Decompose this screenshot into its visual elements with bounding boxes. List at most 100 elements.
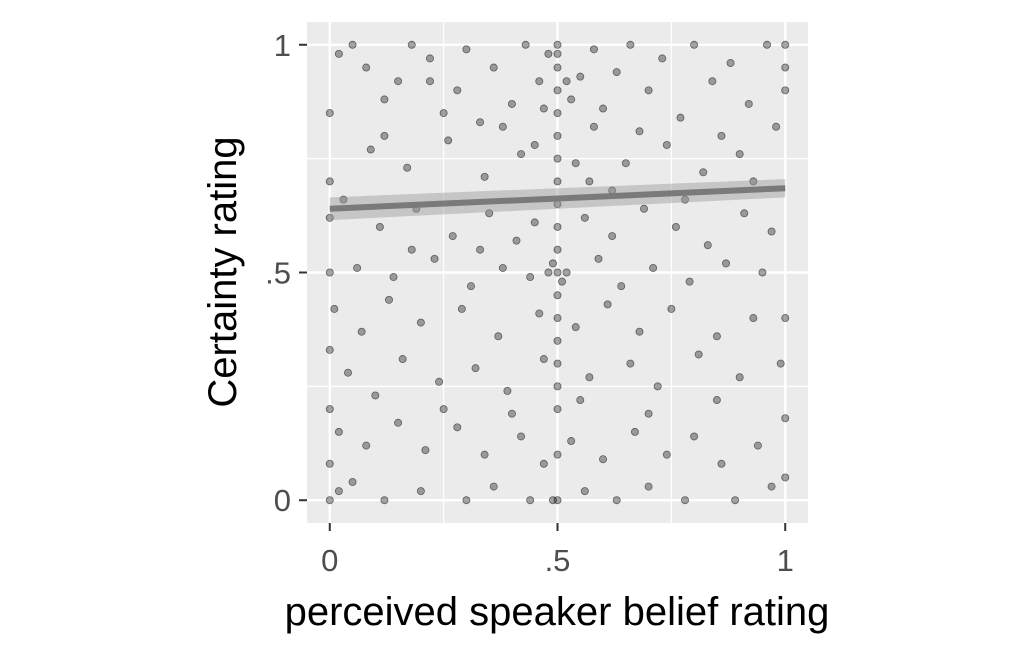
- data-point-30: [553, 359, 562, 368]
- data-point-53: [781, 40, 790, 49]
- data-point-49: [708, 77, 717, 86]
- data-point-44: [626, 40, 635, 49]
- data-point-122: [371, 391, 380, 400]
- data-point-66: [366, 145, 375, 154]
- data-point-54: [781, 63, 790, 72]
- data-point-143: [767, 482, 776, 491]
- data-point-170: [635, 127, 644, 136]
- data-point-137: [662, 450, 671, 459]
- data-point-113: [694, 350, 703, 359]
- data-point-134: [567, 437, 576, 446]
- data-point-114: [653, 382, 662, 391]
- data-point-94: [389, 273, 398, 282]
- data-point-123: [343, 368, 352, 377]
- data-point-18: [553, 86, 562, 95]
- data-point-17: [553, 63, 562, 72]
- data-point-108: [712, 332, 721, 341]
- data-point-176: [539, 104, 548, 113]
- y-tick-label-1: .5: [265, 256, 291, 291]
- data-point-169: [498, 122, 507, 131]
- data-point-145: [681, 496, 690, 505]
- data-point-96: [325, 268, 334, 277]
- data-point-0: [334, 49, 343, 58]
- data-point-100: [416, 318, 425, 327]
- data-point-69: [325, 213, 334, 222]
- data-point-144: [731, 496, 740, 505]
- x-axis-title: perceived speaker belief rating: [285, 590, 830, 634]
- data-point-107: [667, 304, 676, 313]
- data-point-177: [562, 77, 571, 86]
- data-point-48: [690, 40, 699, 49]
- data-point-32: [553, 405, 562, 414]
- data-point-141: [781, 414, 790, 423]
- data-point-93: [430, 254, 439, 263]
- data-point-39: [567, 95, 576, 104]
- data-point-174: [571, 159, 580, 168]
- data-point-98: [357, 327, 366, 336]
- data-point-45: [644, 86, 653, 95]
- data-point-105: [603, 300, 612, 309]
- data-point-50: [726, 58, 735, 67]
- data-point-138: [690, 432, 699, 441]
- y-tick-label-2: 1: [274, 28, 291, 63]
- data-point-71: [375, 222, 384, 231]
- data-point-146: [644, 482, 653, 491]
- data-point-61: [585, 177, 594, 186]
- data-point-115: [626, 359, 635, 368]
- data-point-164: [476, 245, 485, 254]
- data-point-142: [781, 473, 790, 482]
- data-point-38: [562, 268, 571, 277]
- data-point-70: [339, 195, 348, 204]
- data-point-20: [553, 131, 562, 140]
- data-point-167: [749, 177, 758, 186]
- data-point-139: [717, 459, 726, 468]
- data-point-75: [512, 236, 521, 245]
- trend-line: [329, 185, 786, 212]
- data-point-14: [535, 77, 544, 86]
- data-point-127: [362, 441, 371, 450]
- data-point-152: [416, 487, 425, 496]
- data-point-163: [407, 245, 416, 254]
- data-point-148: [580, 487, 589, 496]
- data-point-125: [325, 405, 334, 414]
- data-point-62: [517, 150, 526, 159]
- data-point-79: [640, 204, 649, 213]
- data-point-140: [753, 441, 762, 450]
- data-point-82: [740, 209, 749, 218]
- data-point-90: [526, 273, 535, 282]
- data-point-81: [703, 241, 712, 250]
- x-tick-label-1: .5: [545, 543, 571, 578]
- data-point-131: [480, 450, 489, 459]
- data-point-88: [617, 282, 626, 291]
- data-point-118: [503, 386, 512, 395]
- y-axis-title: Certainty rating: [201, 136, 245, 407]
- data-point-116: [585, 373, 594, 382]
- data-point-162: [712, 396, 721, 405]
- data-point-132: [517, 432, 526, 441]
- data-point-92: [466, 282, 475, 291]
- x-axis-ticks: 0.5 1: [321, 523, 794, 578]
- data-point-119: [471, 364, 480, 373]
- data-point-11: [489, 63, 498, 72]
- data-point-21: [553, 154, 562, 163]
- y-axis-ticks: 0.51: [265, 28, 307, 518]
- data-point-158: [439, 405, 448, 414]
- data-point-150: [489, 482, 498, 491]
- data-point-8: [453, 86, 462, 95]
- data-point-31: [553, 382, 562, 391]
- data-point-117: [539, 355, 548, 364]
- data-point-95: [353, 263, 362, 272]
- data-point-178: [553, 49, 562, 58]
- data-point-25: [553, 245, 562, 254]
- data-point-135: [599, 455, 608, 464]
- data-point-166: [681, 195, 690, 204]
- data-point-65: [403, 163, 412, 172]
- data-point-83: [767, 227, 776, 236]
- data-point-85: [722, 259, 731, 268]
- data-point-22: [553, 177, 562, 186]
- data-point-16: [553, 40, 562, 49]
- data-point-101: [457, 304, 466, 313]
- data-point-64: [444, 136, 453, 145]
- data-point-77: [580, 213, 589, 222]
